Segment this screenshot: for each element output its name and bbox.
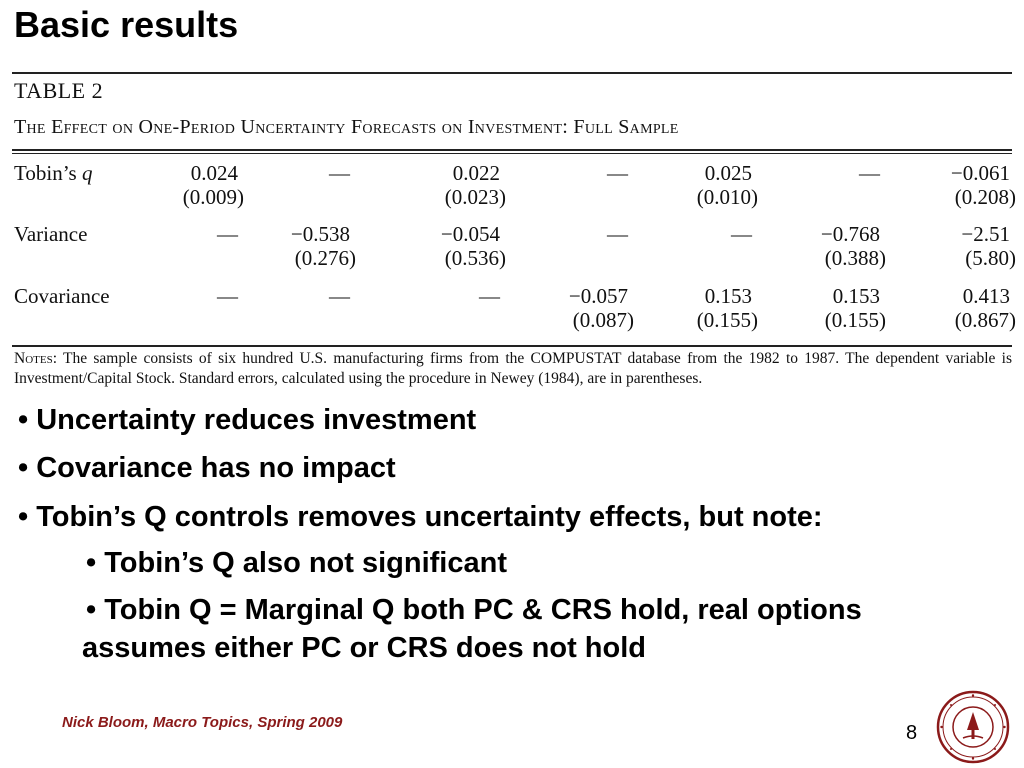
bullet-tobins-q-controls: • Tobin’s Q controls removes uncertainty… [18,501,823,533]
row-label-text: Covariance [14,284,110,308]
footer-credit: Nick Bloom, Macro Topics, Spring 2009 [62,714,343,731]
row-label: Variance [14,222,87,247]
coefficient-cell: −0.061 [950,161,1010,185]
sub-bullet-marginal-q-continued: assumes either PC or CRS does not hold [82,632,646,664]
coefficient-cell: −0.538 [290,222,350,246]
standard-error-cell: (0.388) [824,246,886,270]
bullet-uncertainty: • Uncertainty reduces investment [18,404,477,436]
slide-title: Basic results [14,4,239,45]
coefficient-cell: — [479,284,500,308]
bullet-covariance: • Covariance has no impact [18,452,396,484]
coefficient-cell: — [859,161,880,185]
standard-error-cell: (0.155) [696,308,758,332]
coefficient-cell: — [607,161,628,185]
coefficient-cell: — [329,161,350,185]
coefficient-cell: 0.153 [832,284,880,308]
standard-error-cell: (0.276) [294,246,356,270]
row-label-italic: q [81,161,93,185]
coefficient-cell: −0.054 [440,222,500,246]
standard-error-cell: (0.010) [696,185,758,209]
standard-error-cell: (0.536) [444,246,506,270]
coefficient-cell: 0.025 [704,161,752,185]
notes-text: The sample consists of six hundred U.S. … [14,350,1012,387]
table-top-rule [12,72,1012,74]
coefficient-cell: — [217,284,238,308]
coefficient-cell: — [329,284,350,308]
page-number: 8 [906,722,918,744]
coefficient-cell: 0.153 [704,284,752,308]
sub-bullet-tobins-q-not-significant: • Tobin’s Q also not significant [86,547,507,579]
standard-error-cell: (0.208) [954,185,1016,209]
row-label-text: Tobin’s [14,161,82,185]
coefficient-cell: — [217,222,238,246]
table-caption: The Effect on One-Period Uncertainty For… [14,116,679,138]
coefficient-cell: −0.768 [820,222,880,246]
university-seal-icon [936,690,1010,764]
table-header-rule-2 [12,153,1012,154]
standard-error-cell: (0.155) [824,308,886,332]
table-header-rule [12,149,1012,151]
coefficient-cell: 0.022 [452,161,500,185]
coefficient-cell: −0.057 [568,284,628,308]
row-label: Covariance [14,284,110,309]
table-notes: Notes: The sample consists of six hundre… [14,349,1012,389]
table-bottom-rule [12,345,1012,347]
standard-error-cell: (0.009) [182,185,244,209]
notes-label: Notes: [14,350,57,367]
sub-bullet-marginal-q: • Tobin Q = Marginal Q both PC & CRS hol… [86,594,862,626]
standard-error-cell: (0.023) [444,185,506,209]
coefficient-cell: 0.024 [190,161,238,185]
standard-error-cell: (0.867) [954,308,1016,332]
coefficient-cell: — [607,222,628,246]
standard-error-cell: (5.80) [965,246,1016,270]
table-label: TABLE 2 [14,78,104,103]
coefficient-cell: 0.413 [962,284,1010,308]
row-label: Tobin’s q [14,161,92,186]
coefficient-cell: −2.51 [961,222,1010,246]
row-label-text: Variance [14,222,88,246]
standard-error-cell: (0.087) [572,308,634,332]
coefficient-cell: — [731,222,752,246]
